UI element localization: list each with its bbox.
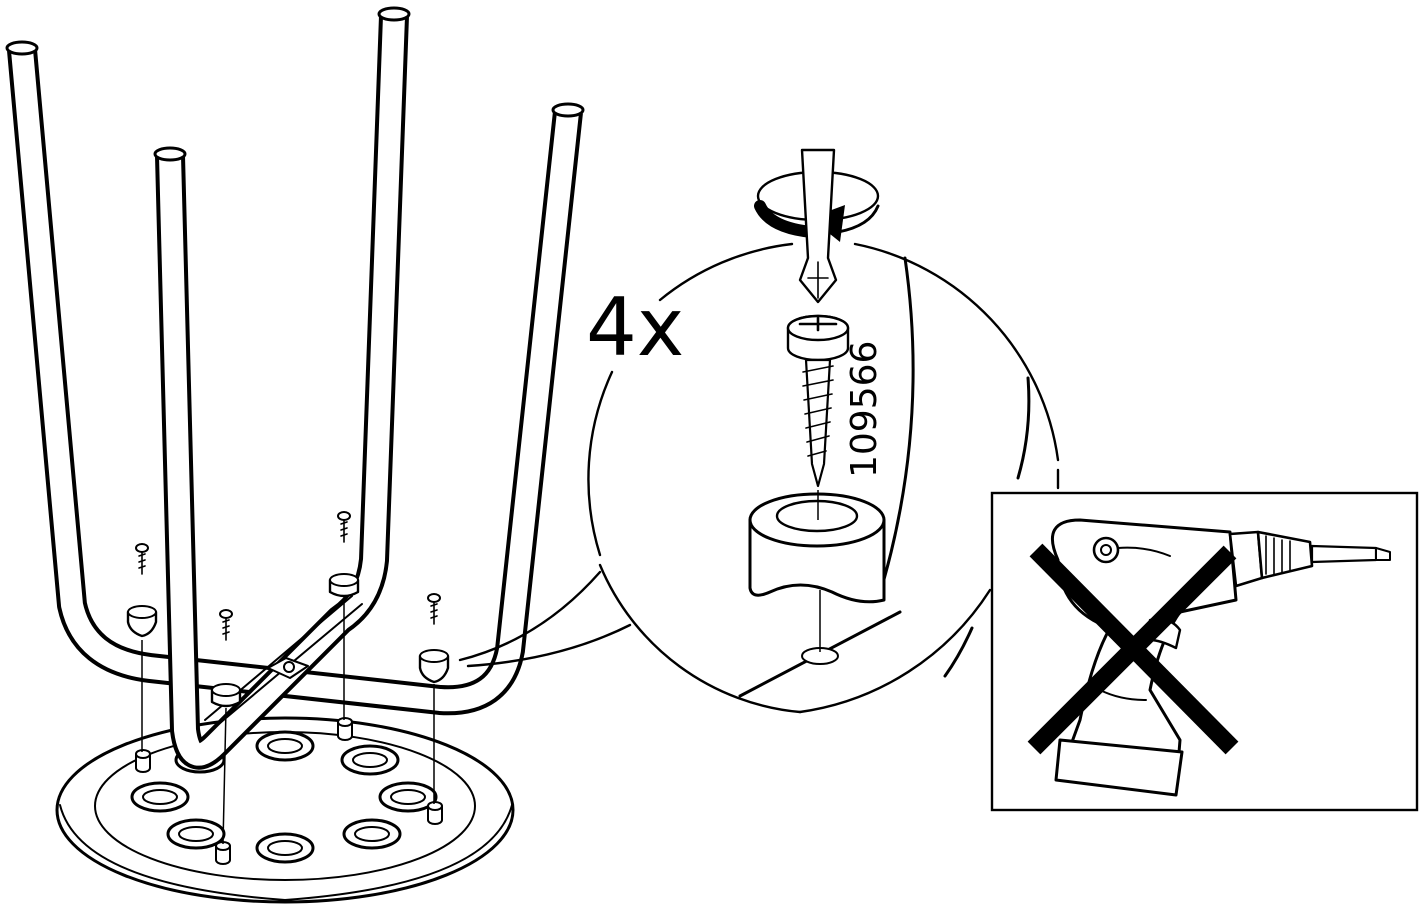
prohibited-x-icon [1027,543,1239,755]
screw-icon [786,314,850,488]
quantity-label: 4x [586,281,684,374]
alignment-lines [141,600,435,845]
no-power-drill-panel [990,491,1419,812]
callout-leader [458,570,632,668]
part-number-label: 109566 [844,341,885,478]
stool-legs [5,6,585,770]
seat-pegs [135,717,443,865]
stool-frame-upside-down-icon [5,6,585,904]
stool-seat [55,716,515,904]
leg-sleeve-icon [748,490,886,604]
small-screws [135,511,441,641]
screwdriver-icon [798,148,838,304]
leg-end-sleeves [126,573,450,708]
detail-zoom-circle [587,242,1060,714]
center-bracket [267,657,309,679]
